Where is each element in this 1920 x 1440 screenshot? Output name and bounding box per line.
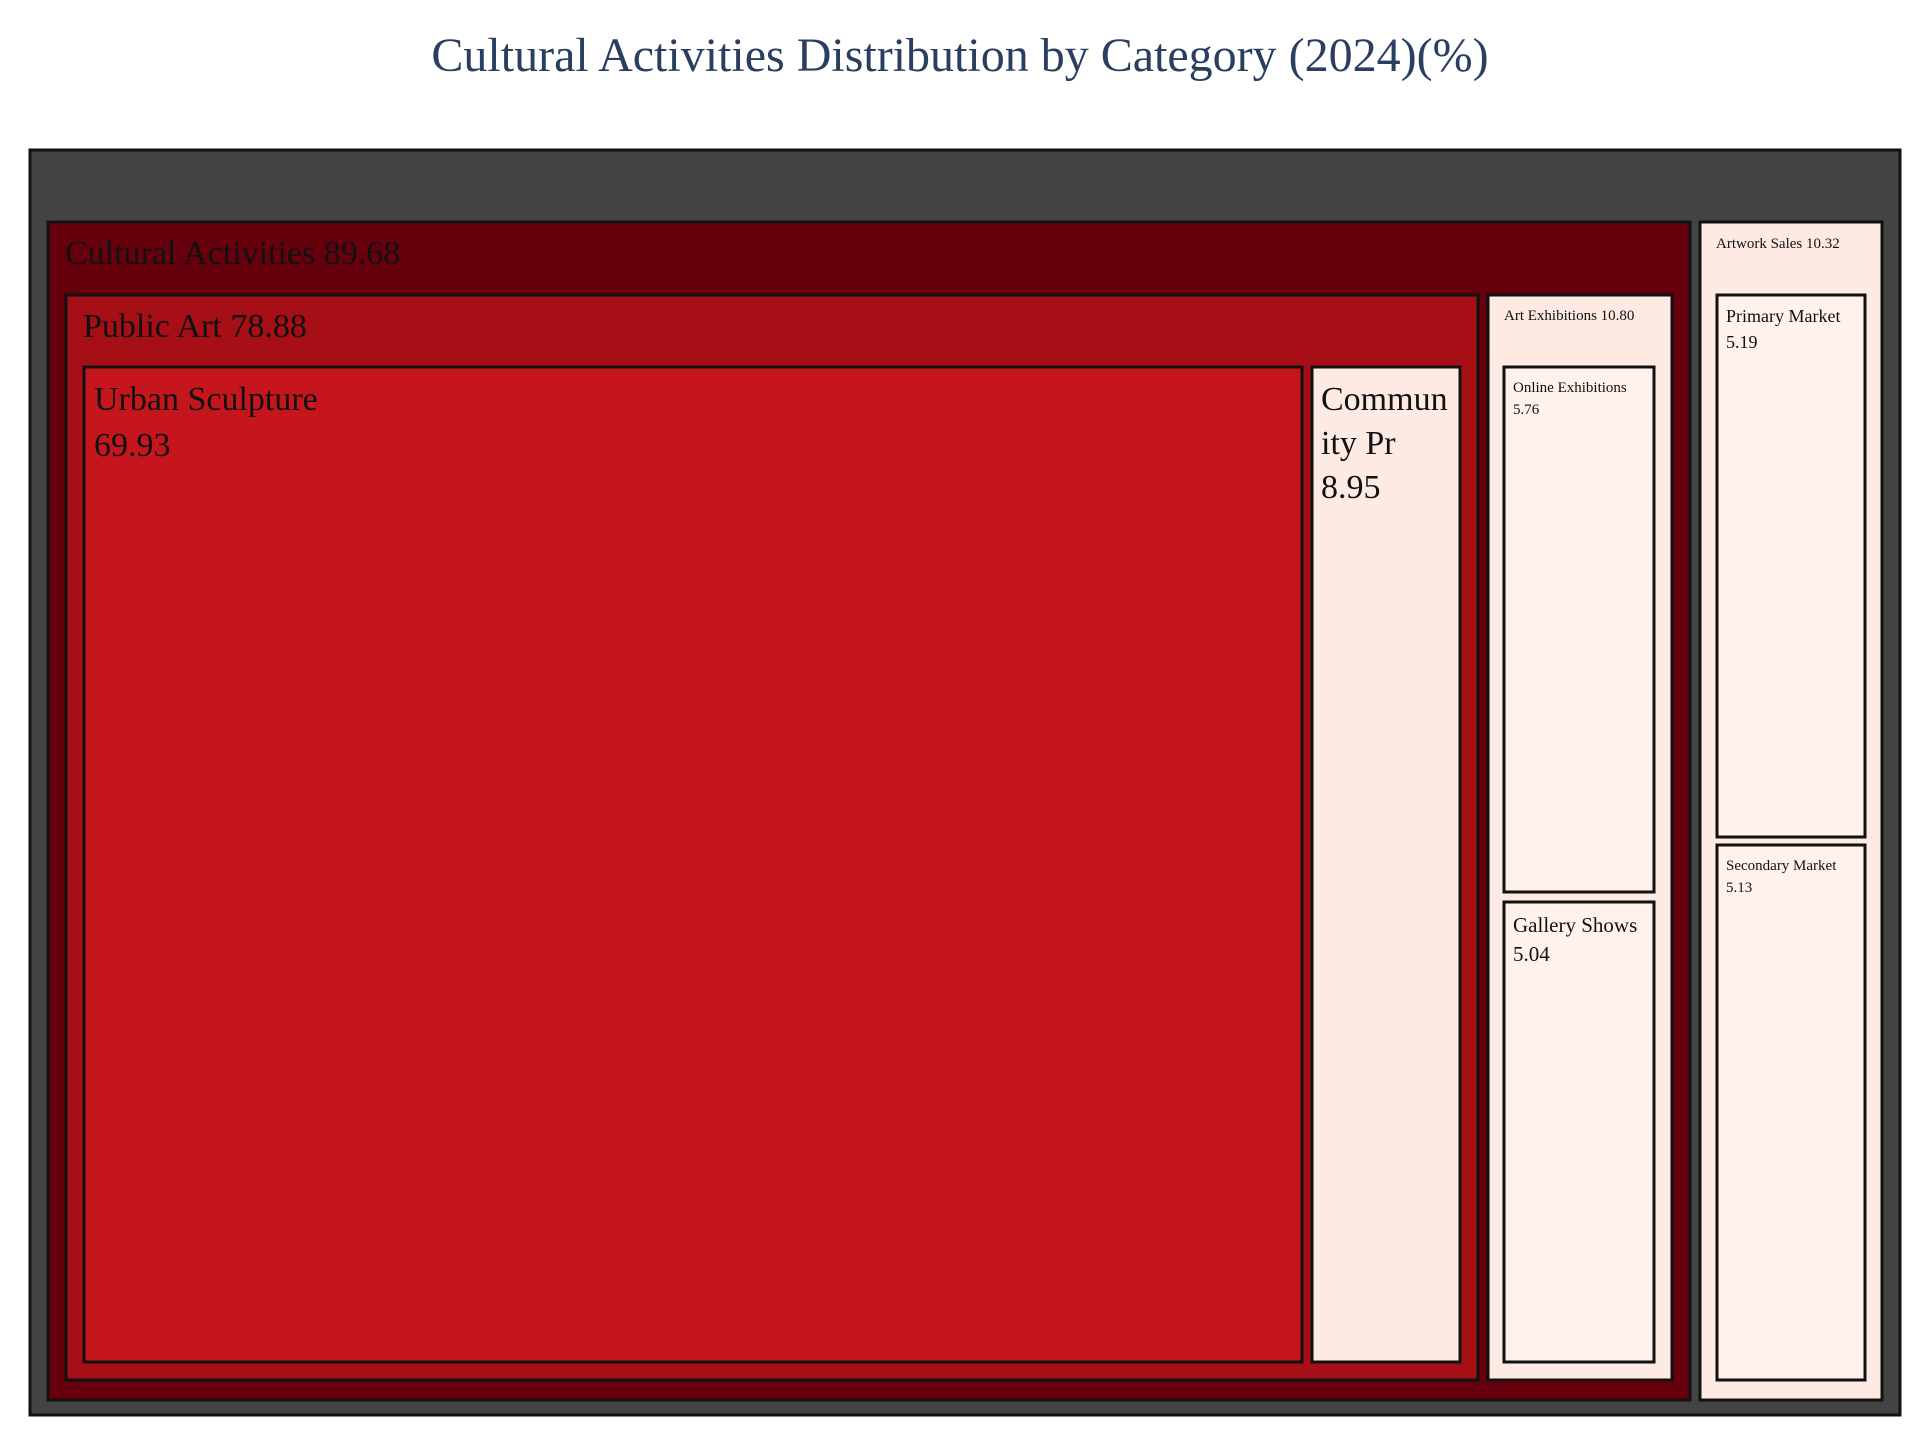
label-primary-market-line-1: Primary Market (1726, 306, 1840, 326)
tile-gallery-shows[interactable] (1502, 900, 1656, 1364)
tile-primary-market[interactable] (1715, 293, 1867, 839)
label-online-exhibitions-line-2: 5.76 (1513, 402, 1540, 418)
label-community-pr-line-3: 8.95 (1321, 469, 1381, 506)
label-public-art: Public Art 78.88 (83, 308, 307, 345)
label-urban-sculpture-line-2: 69.93 (94, 427, 171, 464)
label-cultural-activities: Cultural Activities 89.68 (65, 235, 400, 272)
label-urban-sculpture-line-1: Urban Sculpture (94, 381, 318, 418)
tile-secondary-market[interactable] (1715, 843, 1867, 1382)
label-gallery-shows-line-1: Gallery Shows (1513, 913, 1637, 937)
tile-online-exhibitions[interactable] (1502, 365, 1656, 894)
label-gallery-shows-line-2: 5.04 (1513, 942, 1550, 966)
label-community-pr-line-2: ity Pr (1321, 425, 1396, 462)
label-secondary-market-line-2: 5.13 (1726, 880, 1752, 896)
tile-community-pr[interactable] (1310, 365, 1462, 1364)
label-online-exhibitions-line-1: Online Exhibitions (1513, 380, 1627, 396)
tile-urban-sculpture[interactable] (82, 365, 1304, 1364)
label-secondary-market-line-1: Secondary Market (1726, 858, 1837, 874)
label-community-pr-line-1: Commun (1321, 381, 1448, 418)
label-primary-market-line-2: 5.19 (1726, 332, 1758, 352)
chart-title: Cultural Activities Distribution by Cate… (431, 29, 1489, 82)
label-art-exhibitions: Art Exhibitions 10.80 (1504, 308, 1634, 324)
label-artwork-sales: Artwork Sales 10.32 (1716, 236, 1840, 252)
